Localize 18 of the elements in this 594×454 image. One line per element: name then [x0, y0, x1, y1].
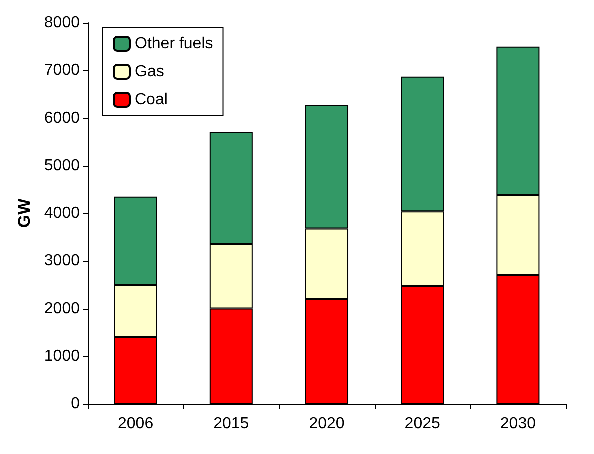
legend-label: Other fuels	[135, 36, 214, 52]
y-tick-label: 0	[71, 396, 80, 412]
y-tick-label: 1000	[44, 348, 80, 365]
y-tick-label: 5000	[44, 157, 80, 174]
y-tick-label: 7000	[44, 62, 80, 80]
y-tick-label: 4000	[44, 205, 80, 222]
y-tick-label: 2000	[44, 300, 80, 318]
x-tick-label: 2020	[309, 416, 345, 432]
x-tick-label: 2030	[500, 416, 536, 432]
x-tick-label: 2025	[404, 416, 440, 432]
legend-label: Coal	[135, 92, 168, 108]
x-tick-label: 2006	[118, 416, 154, 432]
y-axis-title: GW	[15, 198, 34, 228]
y-tick-label: 6000	[44, 110, 80, 127]
x-tick-label: 2015	[214, 416, 250, 432]
y-tick-label: 8000	[44, 14, 80, 32]
y-tick-label: 3000	[44, 252, 80, 270]
legend-label: Gas	[135, 64, 164, 80]
